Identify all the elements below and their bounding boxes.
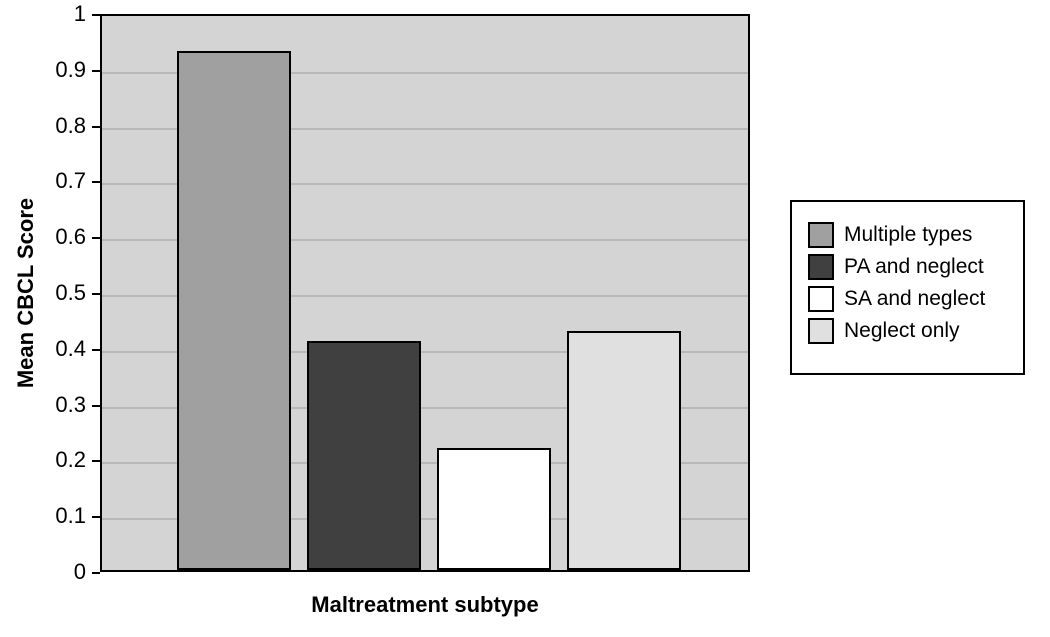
- y-tick: [92, 237, 100, 239]
- y-tick-label: 0.5: [0, 280, 86, 306]
- legend-swatch: [808, 222, 834, 248]
- legend-label: SA and neglect: [844, 287, 985, 311]
- y-tick: [92, 293, 100, 295]
- legend-item: Multiple types: [808, 222, 1007, 248]
- y-tick: [92, 181, 100, 183]
- x-axis-label: Maltreatment subtype: [311, 592, 538, 618]
- y-tick-label: 1: [0, 1, 86, 27]
- legend-label: Multiple types: [844, 223, 972, 247]
- y-tick: [92, 405, 100, 407]
- legend-swatch: [808, 254, 834, 280]
- legend-swatch: [808, 286, 834, 312]
- y-tick: [92, 460, 100, 462]
- y-tick-label: 0.4: [0, 336, 86, 362]
- y-tick-label: 0.8: [0, 113, 86, 139]
- y-tick-label: 0.9: [0, 57, 86, 83]
- bar: [177, 51, 291, 570]
- legend-item: SA and neglect: [808, 286, 1007, 312]
- y-tick: [92, 126, 100, 128]
- y-tick-label: 0: [0, 559, 86, 585]
- y-tick: [92, 349, 100, 351]
- legend-label: PA and neglect: [844, 255, 984, 279]
- y-tick-label: 0.3: [0, 392, 86, 418]
- bar: [437, 448, 551, 570]
- y-tick-label: 0.6: [0, 224, 86, 250]
- plot-area: [100, 14, 750, 572]
- legend-label: Neglect only: [844, 319, 960, 343]
- chart-stage: Mean CBCL Score Maltreatment subtype Mul…: [0, 0, 1050, 637]
- legend-item: Neglect only: [808, 318, 1007, 344]
- y-tick: [92, 70, 100, 72]
- bar: [307, 341, 421, 570]
- legend: Multiple types PA and neglect SA and negle…: [790, 200, 1025, 375]
- y-tick-label: 0.7: [0, 168, 86, 194]
- y-tick: [92, 572, 100, 574]
- y-tick: [92, 516, 100, 518]
- y-tick-label: 0.2: [0, 447, 86, 473]
- legend-swatch: [808, 318, 834, 344]
- y-tick: [92, 14, 100, 16]
- y-tick-label: 0.1: [0, 503, 86, 529]
- bar: [567, 331, 681, 570]
- legend-item: PA and neglect: [808, 254, 1007, 280]
